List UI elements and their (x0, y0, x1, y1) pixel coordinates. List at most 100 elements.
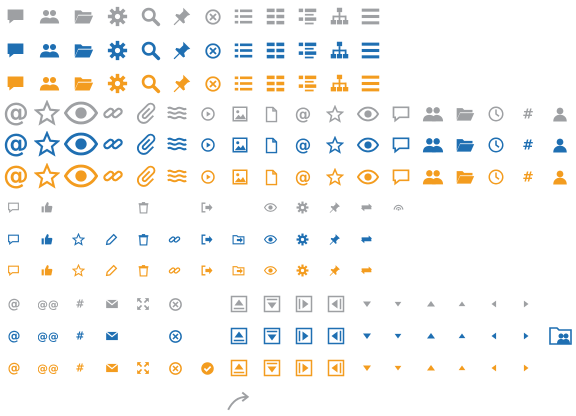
link-icon (102, 102, 124, 124)
double-at-icon: @@ (38, 294, 58, 314)
svg-text:@: @ (295, 105, 312, 123)
menu-lines-icon (360, 6, 381, 27)
svg-text:@: @ (3, 162, 29, 190)
envelope-icon (105, 361, 119, 375)
svg-text:#: # (522, 170, 533, 186)
svg-text:@: @ (8, 361, 21, 375)
link-icon (102, 133, 124, 155)
trash-icon (137, 264, 150, 277)
play-circle-icon (200, 169, 216, 185)
refresh-icon (360, 264, 373, 277)
menu-lines-icon (360, 73, 381, 94)
pencil-icon (105, 233, 118, 246)
triangle-down-icon (361, 298, 373, 310)
users-icon (39, 40, 60, 61)
folder-small-icon (455, 135, 475, 155)
star-small-icon (326, 105, 344, 123)
clock-icon (487, 105, 505, 123)
gear-icon (107, 6, 128, 27)
comment-outline-icon (7, 233, 20, 246)
close-circle-icon (204, 75, 222, 93)
speech-bubble-icon (5, 6, 26, 27)
sign-out-icon (200, 264, 213, 277)
user-icon (551, 168, 569, 186)
menu-lines-icon (360, 40, 381, 61)
double-at-icon: @@ (38, 358, 58, 378)
pin-icon (171, 73, 192, 94)
sitemap-icon (329, 6, 350, 27)
eye-tiny-icon (264, 201, 277, 214)
folder-users-icon (546, 324, 576, 348)
close-circle-icon (204, 8, 222, 26)
eye-tiny-icon (264, 264, 277, 277)
folder-open-icon (73, 73, 94, 94)
list-detail-icon (297, 40, 318, 61)
eye-icon (64, 127, 98, 161)
at-small-icon: @ (294, 105, 312, 123)
paperclip-icon (135, 165, 157, 187)
folder-arrow-icon (232, 233, 245, 246)
triangle-down-small-icon (393, 363, 403, 373)
triangle-up-small-icon (457, 363, 467, 373)
triangle-down-small-icon (393, 331, 403, 341)
user-icon (551, 136, 569, 154)
users-small-icon (422, 166, 444, 188)
triangle-up-small-icon (457, 331, 467, 341)
thumbs-up-icon (40, 264, 53, 277)
star-icon (34, 100, 60, 126)
clock-icon (487, 168, 505, 186)
svg-text:#: # (522, 138, 533, 154)
waves-icon (166, 102, 188, 124)
users-icon (39, 73, 60, 94)
thumbs-up-icon (40, 233, 53, 246)
hash-tiny-icon: # (73, 361, 87, 375)
svg-text:@@: @@ (38, 362, 58, 375)
at-small-icon: @ (294, 168, 312, 186)
pin-tiny-icon (328, 201, 341, 214)
search-icon (140, 73, 161, 94)
arrow-left-box-icon (327, 359, 345, 377)
arrow-down-box-icon (263, 359, 281, 377)
signal-icon (392, 201, 405, 214)
grid-icon (265, 40, 286, 61)
pin-icon (171, 40, 192, 61)
search-icon (140, 6, 161, 27)
hash-icon: # (519, 136, 537, 154)
close-circle-icon (204, 42, 222, 60)
sitemap-icon (329, 73, 350, 94)
star-small-icon (326, 168, 344, 186)
svg-text:@: @ (295, 136, 312, 154)
sign-out-icon (200, 233, 213, 246)
grid-icon (265, 73, 286, 94)
star-small-icon (326, 136, 344, 154)
at-tiny-icon: @ (7, 297, 21, 311)
triangle-left-icon (489, 299, 499, 309)
expand-icon (136, 297, 150, 311)
hash-tiny-icon: # (73, 297, 87, 311)
users-small-icon (422, 134, 444, 156)
gear-icon (107, 73, 128, 94)
triangle-down-icon (361, 330, 373, 342)
at-icon: @ (2, 130, 30, 158)
arrow-right-box-icon (295, 327, 313, 345)
document-icon (263, 137, 280, 154)
svg-text:@: @ (295, 168, 312, 186)
document-icon (263, 106, 280, 123)
triangle-left-icon (489, 363, 499, 373)
hash-icon: # (519, 105, 537, 123)
arrow-up-box-icon (230, 295, 248, 313)
svg-text:@@: @@ (38, 298, 58, 311)
trash-icon (137, 233, 150, 246)
double-at-icon: @@ (38, 326, 58, 346)
check-circle-icon (200, 361, 215, 376)
close-circle-small-icon (168, 361, 183, 376)
comment-outline-icon (7, 264, 20, 277)
svg-text:#: # (76, 331, 85, 343)
play-circle-icon (200, 137, 216, 153)
arrow-down-box-icon (263, 295, 281, 313)
envelope-icon (105, 329, 119, 343)
gear-tiny-icon (296, 201, 309, 214)
triangle-right-icon (521, 299, 531, 309)
list-icon (233, 6, 254, 27)
